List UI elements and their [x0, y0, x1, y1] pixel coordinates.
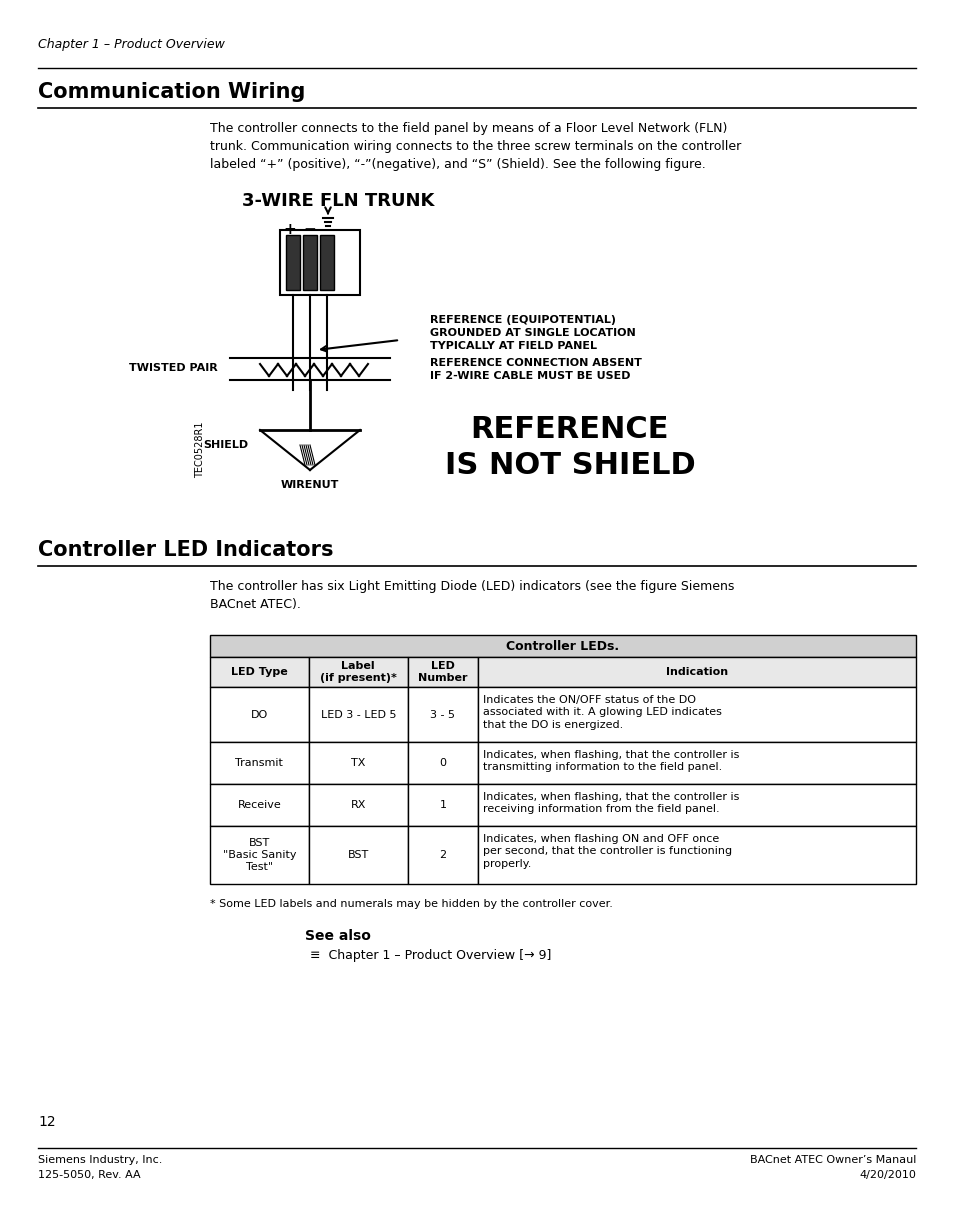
Bar: [477, 784, 915, 825]
Bar: [309, 784, 407, 825]
Text: ≡  Chapter 1 – Product Overview [→ 9]: ≡ Chapter 1 – Product Overview [→ 9]: [310, 949, 551, 962]
Text: LED Type: LED Type: [231, 667, 288, 678]
Text: TX: TX: [351, 758, 365, 768]
Text: 3 - 5: 3 - 5: [430, 710, 455, 719]
Text: Indicates the ON/OFF status of the DO
associated with it. A glowing LED indicate: Indicates the ON/OFF status of the DO as…: [483, 695, 721, 729]
Text: 125-5050, Rev. AA: 125-5050, Rev. AA: [38, 1170, 140, 1180]
Text: BST
"Basic Sanity
Test": BST "Basic Sanity Test": [222, 839, 295, 871]
Bar: [210, 634, 915, 657]
Text: Communication Wiring: Communication Wiring: [38, 83, 305, 102]
Text: LED
Number: LED Number: [417, 662, 467, 683]
Text: BACnet ATEC Owner’s Manaul: BACnet ATEC Owner’s Manaul: [749, 1156, 915, 1165]
Bar: [309, 742, 407, 784]
Text: 2: 2: [439, 850, 446, 860]
Text: Receive: Receive: [237, 800, 281, 809]
Bar: [477, 657, 915, 687]
Text: 0: 0: [439, 758, 446, 768]
Bar: [280, 230, 359, 294]
Bar: [477, 825, 915, 885]
Bar: [319, 235, 334, 290]
Bar: [210, 825, 309, 885]
Text: The controller connects to the field panel by means of a Floor Level Network (FL: The controller connects to the field pan…: [210, 122, 740, 171]
Text: Label
(if present)*: Label (if present)*: [319, 662, 396, 683]
Bar: [407, 784, 477, 825]
Text: +: +: [283, 222, 296, 237]
Text: TEC0528R1: TEC0528R1: [194, 421, 205, 478]
Bar: [309, 687, 407, 742]
Text: REFERENCE (EQUIPOTENTIAL)
GROUNDED AT SINGLE LOCATION
TYPICALLY AT FIELD PANEL: REFERENCE (EQUIPOTENTIAL) GROUNDED AT SI…: [430, 315, 635, 351]
Bar: [210, 784, 309, 825]
Text: 3-WIRE FLN TRUNK: 3-WIRE FLN TRUNK: [241, 192, 434, 209]
Text: SHIELD: SHIELD: [203, 440, 248, 450]
Bar: [286, 235, 299, 290]
Text: 4/20/2010: 4/20/2010: [859, 1170, 915, 1180]
Bar: [210, 742, 309, 784]
Text: The controller has six Light Emitting Diode (LED) indicators (see the figure Sie: The controller has six Light Emitting Di…: [210, 580, 734, 611]
Text: DO: DO: [251, 710, 268, 719]
Text: −: −: [303, 222, 316, 237]
Bar: [303, 235, 316, 290]
Text: Chapter 1 – Product Overview: Chapter 1 – Product Overview: [38, 38, 225, 51]
Text: Siemens Industry, Inc.: Siemens Industry, Inc.: [38, 1156, 162, 1165]
Text: BST: BST: [347, 850, 369, 860]
Text: WIRENUT: WIRENUT: [280, 480, 339, 490]
Text: REFERENCE
IS NOT SHIELD: REFERENCE IS NOT SHIELD: [444, 415, 695, 480]
Text: 12: 12: [38, 1115, 55, 1129]
Bar: [309, 825, 407, 885]
Text: Indicates, when flashing, that the controller is
transmitting information to the: Indicates, when flashing, that the contr…: [483, 750, 739, 772]
Bar: [407, 825, 477, 885]
Text: Controller LEDs.: Controller LEDs.: [506, 639, 618, 653]
Bar: [477, 687, 915, 742]
Bar: [210, 687, 309, 742]
Bar: [309, 657, 407, 687]
Text: 1: 1: [439, 800, 446, 809]
Text: RX: RX: [350, 800, 366, 809]
Text: See also: See also: [305, 929, 371, 942]
Text: Transmit: Transmit: [235, 758, 283, 768]
Bar: [407, 742, 477, 784]
Bar: [210, 657, 309, 687]
Text: TWISTED PAIR: TWISTED PAIR: [129, 363, 218, 373]
Text: LED 3 - LED 5: LED 3 - LED 5: [320, 710, 395, 719]
Bar: [477, 742, 915, 784]
Text: Controller LED Indicators: Controller LED Indicators: [38, 540, 334, 561]
Text: Indicates, when flashing, that the controller is
receiving information from the : Indicates, when flashing, that the contr…: [483, 792, 739, 814]
Text: REFERENCE CONNECTION ABSENT
IF 2-WIRE CABLE MUST BE USED: REFERENCE CONNECTION ABSENT IF 2-WIRE CA…: [430, 359, 641, 381]
Text: Indication: Indication: [665, 667, 727, 678]
Bar: [407, 687, 477, 742]
Text: * Some LED labels and numerals may be hidden by the controller cover.: * Some LED labels and numerals may be hi…: [210, 899, 612, 909]
Text: Indicates, when flashing ON and OFF once
per second, that the controller is func: Indicates, when flashing ON and OFF once…: [483, 834, 732, 869]
Bar: [407, 657, 477, 687]
